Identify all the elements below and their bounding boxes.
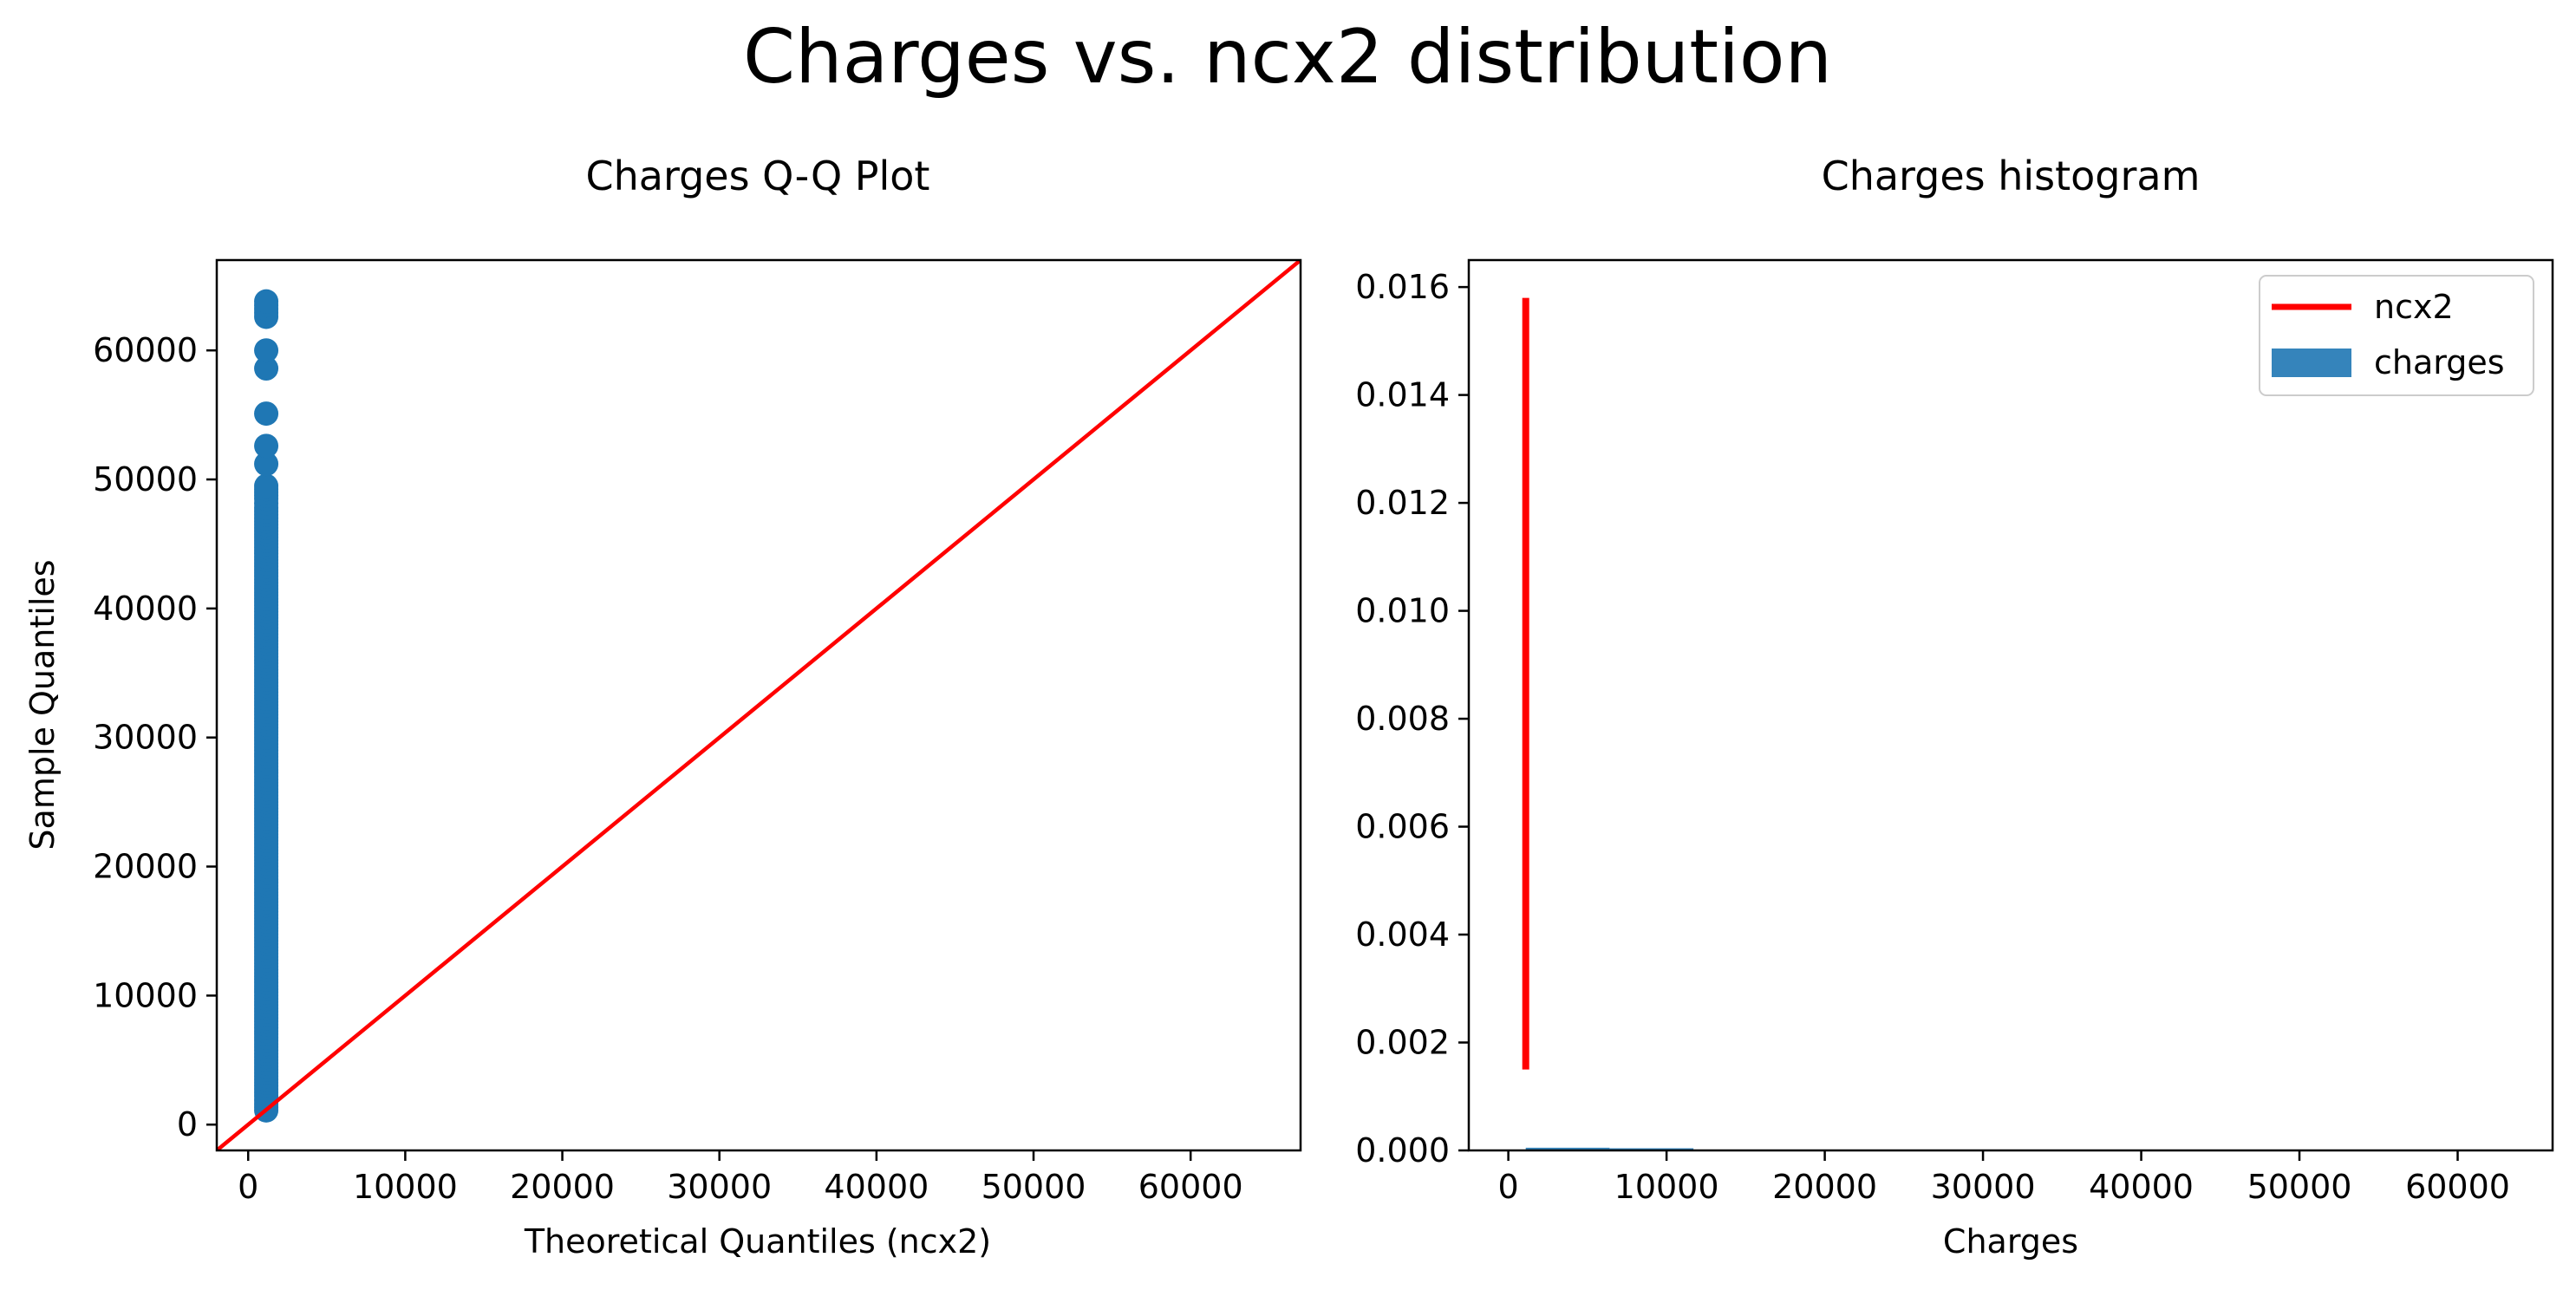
- qq-plot-panel: Charges Q-Q Plot 0 10000 20000 30000 40000 50…: [23, 153, 1302, 1261]
- y-tick-label: 0.010: [1355, 592, 1450, 630]
- y-tick-label: 0: [177, 1105, 198, 1143]
- histogram-frame: [1467, 258, 2554, 1152]
- y-tick-label: 0.000: [1355, 1131, 1450, 1169]
- y-tick-label: 40000: [93, 590, 198, 628]
- histogram-y-ticks: 0.000 0.002 0.004 0.006 0.008 0.010 0.012 0.014…: [1355, 268, 1469, 1169]
- histogram-x-ticks: 0 10000 20000 30000 40000 50000 60000: [1498, 1150, 2510, 1206]
- x-tick-label: 60000: [1138, 1168, 1243, 1206]
- qq-point: [254, 452, 279, 477]
- qq-y-axis-label: Sample Quantiles: [23, 559, 62, 850]
- y-tick-label: 0.016: [1355, 268, 1450, 306]
- qq-y-ticks: 0 10000 20000 30000 40000 50000 60000: [93, 331, 217, 1143]
- y-tick-label: 0.008: [1355, 700, 1450, 738]
- histogram-marks: [1522, 297, 2533, 1150]
- qq-reference-line: [217, 260, 1301, 1150]
- x-tick-label: 0: [238, 1168, 258, 1206]
- qq-x-axis-label: Theoretical Quantiles (ncx2): [524, 1222, 991, 1261]
- y-tick-label: 0.012: [1355, 484, 1450, 522]
- x-tick-label: 30000: [1931, 1168, 2036, 1206]
- x-tick-label: 10000: [1614, 1168, 1719, 1206]
- histogram-title: Charges histogram: [1822, 153, 2201, 199]
- y-tick-label: 60000: [93, 331, 198, 369]
- qq-point: [254, 289, 279, 314]
- y-tick-label: 0.006: [1355, 808, 1450, 846]
- legend-charges-swatch: [2272, 349, 2351, 377]
- x-tick-label: 20000: [1772, 1168, 1877, 1206]
- qq-point: [254, 338, 279, 363]
- x-tick-label: 0: [1498, 1168, 1519, 1206]
- figure-suptitle: Charges vs. ncx2 distribution: [743, 14, 1832, 101]
- qq-x-ticks: 0 10000 20000 30000 40000 50000 60000: [238, 1150, 1243, 1206]
- x-tick-label: 30000: [667, 1168, 772, 1206]
- y-tick-label: 10000: [93, 976, 198, 1014]
- qq-point: [254, 356, 279, 381]
- legend-charges-label: charges: [2374, 343, 2505, 381]
- x-tick-label: 10000: [353, 1168, 458, 1206]
- histogram-legend: ncx2 charges: [2259, 275, 2534, 396]
- qq-plot-marks: [217, 260, 1301, 1150]
- y-tick-label: 0.014: [1355, 376, 1450, 414]
- legend-ncx2-label: ncx2: [2374, 288, 2454, 326]
- y-tick-label: 50000: [93, 460, 198, 498]
- qq-point: [254, 401, 279, 427]
- y-tick-label: 20000: [93, 848, 198, 886]
- qq-plot-frame: [215, 258, 1302, 1152]
- qq-points: [254, 289, 279, 1123]
- qq-point: [254, 473, 279, 498]
- histogram-bar: [1525, 1147, 1610, 1150]
- histogram-panel: Charges histogram 0 10000 20000 30000 40000 5…: [1355, 153, 2554, 1261]
- y-tick-label: 30000: [93, 719, 198, 757]
- x-tick-label: 40000: [2089, 1168, 2194, 1206]
- x-tick-label: 50000: [2247, 1168, 2352, 1206]
- y-tick-label: 0.004: [1355, 915, 1450, 954]
- qq-plot-title: Charges Q-Q Plot: [586, 153, 930, 199]
- x-tick-label: 40000: [824, 1168, 929, 1206]
- y-tick-label: 0.002: [1355, 1024, 1450, 1062]
- qq-point: [254, 433, 279, 459]
- x-tick-label: 50000: [981, 1168, 1086, 1206]
- x-tick-label: 60000: [2405, 1168, 2510, 1206]
- histogram-x-axis-label: Charges: [1943, 1222, 2078, 1261]
- x-tick-label: 20000: [510, 1168, 615, 1206]
